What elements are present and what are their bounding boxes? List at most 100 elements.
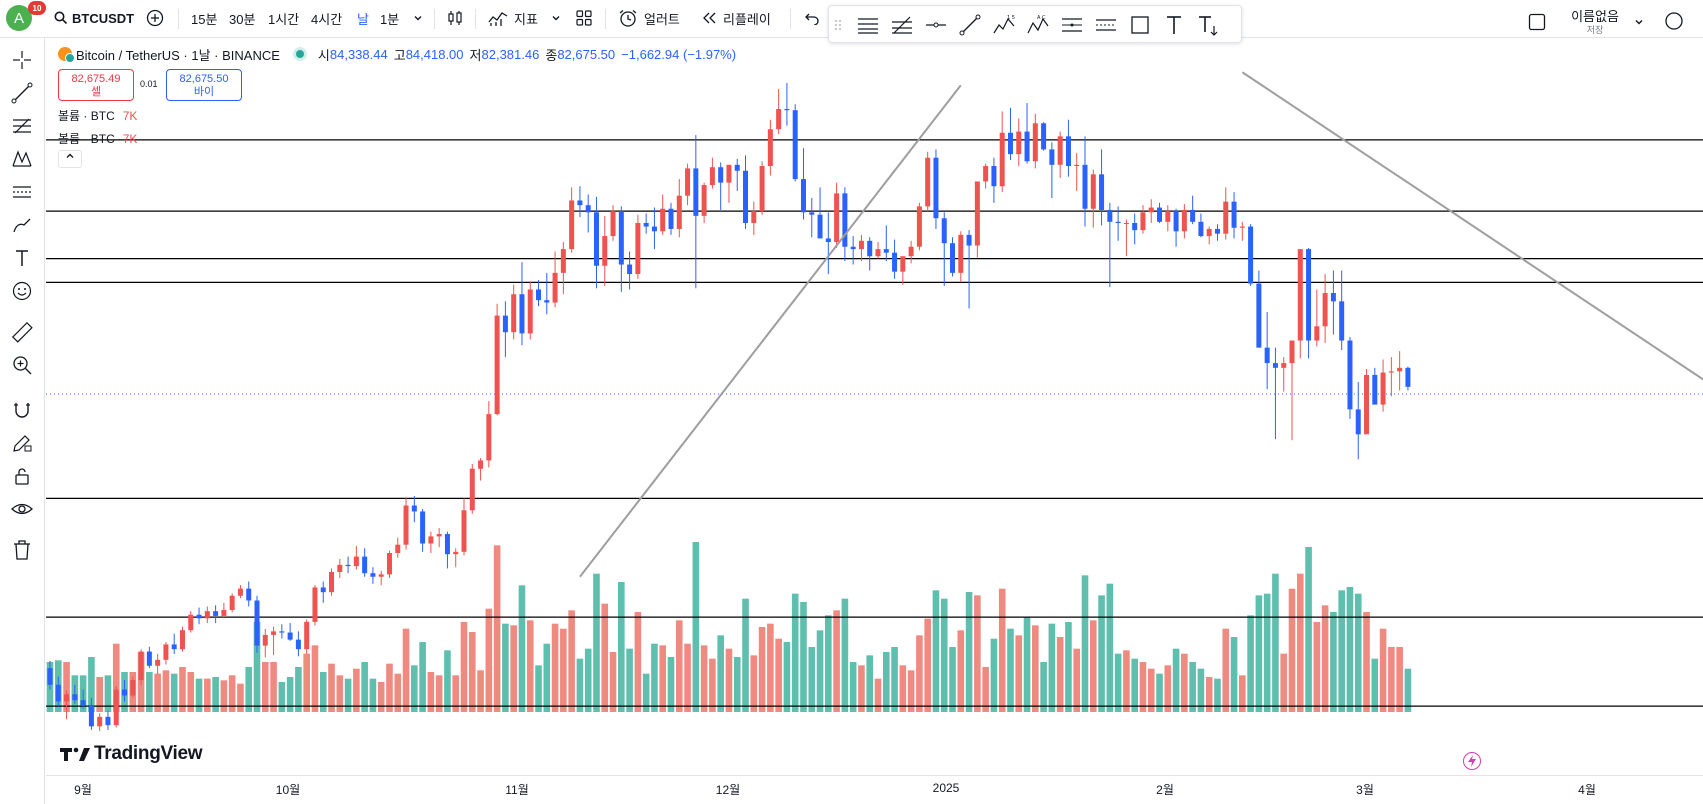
draw-abcd-pattern[interactable]: A C bbox=[1027, 14, 1049, 36]
candle-body bbox=[163, 644, 169, 660]
trendline-tool[interactable] bbox=[10, 81, 34, 105]
interval-15m[interactable]: 15분 bbox=[191, 11, 218, 27]
candle bbox=[1372, 367, 1378, 405]
volume-bar bbox=[808, 647, 816, 712]
pattern-tool[interactable] bbox=[10, 147, 34, 171]
candle bbox=[436, 528, 442, 548]
candle-body bbox=[204, 611, 210, 619]
interval-1d[interactable]: 날 bbox=[357, 11, 369, 27]
draw-price-range[interactable] bbox=[1061, 14, 1083, 36]
remove-drawings-tool[interactable] bbox=[10, 538, 34, 562]
candle-body bbox=[1297, 249, 1303, 341]
quick-search-button[interactable] bbox=[1663, 9, 1685, 33]
low-label: 저 bbox=[469, 47, 482, 63]
stay-in-drawing-tool[interactable] bbox=[10, 431, 34, 455]
volume-bar bbox=[1089, 620, 1097, 712]
brush-tool[interactable] bbox=[10, 213, 34, 237]
magnet-tool[interactable] bbox=[10, 398, 34, 422]
buy-label: 바이 bbox=[193, 86, 215, 98]
volume-legend-row[interactable]: 볼륨 · BTC 7K bbox=[58, 130, 137, 147]
forecast-tool[interactable] bbox=[10, 180, 34, 204]
hide-drawings-tool[interactable] bbox=[10, 497, 34, 521]
candle bbox=[312, 585, 318, 626]
emoji-tool[interactable] bbox=[10, 279, 34, 303]
volume-bar bbox=[576, 658, 584, 712]
sell-button[interactable]: 82,675.49 셀 bbox=[58, 69, 134, 101]
candle-body bbox=[577, 200, 583, 206]
smiley-icon bbox=[12, 281, 32, 301]
candle-body bbox=[875, 249, 881, 257]
draw-text[interactable] bbox=[1163, 14, 1185, 36]
draw-rectangle[interactable] bbox=[1129, 14, 1151, 36]
candle bbox=[842, 187, 848, 261]
volume-legend-row[interactable]: 볼륨 · BTC 7K bbox=[58, 107, 137, 124]
replay-button[interactable]: 리플레이 bbox=[702, 6, 771, 30]
crosshair-tool[interactable] bbox=[10, 48, 34, 72]
candle-body bbox=[1157, 207, 1163, 222]
candle bbox=[1405, 366, 1411, 391]
draw-anchored-text[interactable] bbox=[1197, 14, 1219, 36]
time-axis[interactable]: 9월 10월 11월 12월 2025 2월 3월 4월 bbox=[46, 775, 1703, 804]
interval-1m[interactable]: 1분 bbox=[380, 11, 400, 27]
candle bbox=[428, 531, 434, 554]
undo-button[interactable] bbox=[803, 6, 819, 30]
candle bbox=[759, 161, 765, 215]
candle bbox=[1314, 289, 1320, 347]
layout-dropdown[interactable] bbox=[1634, 10, 1644, 34]
zoom-tool[interactable] bbox=[10, 353, 34, 377]
volume-bar bbox=[1313, 622, 1321, 712]
draw-trend-line[interactable] bbox=[959, 14, 981, 36]
alert-button[interactable]: 얼러트 bbox=[618, 6, 680, 30]
draw-fib-lines[interactable] bbox=[891, 14, 913, 36]
candle-body bbox=[188, 614, 194, 631]
candle bbox=[138, 649, 144, 685]
candle-body bbox=[130, 680, 136, 696]
chart-pane[interactable] bbox=[46, 39, 1703, 804]
alert-label: 얼러트 bbox=[644, 11, 680, 27]
candle bbox=[1206, 226, 1212, 245]
draw-forecast[interactable] bbox=[1095, 14, 1117, 36]
bolt-icon[interactable] bbox=[1463, 752, 1481, 770]
draw-horizontal-ray[interactable] bbox=[925, 14, 947, 36]
buy-button[interactable]: 82,675.50 바이 bbox=[166, 69, 242, 101]
drag-handle[interactable] bbox=[833, 14, 843, 36]
candle bbox=[55, 676, 61, 707]
fullscreen-checkbox[interactable] bbox=[1528, 10, 1546, 34]
layout-name-button[interactable]: 이름없음 저장 bbox=[1566, 6, 1624, 36]
fib-tool[interactable] bbox=[10, 114, 34, 138]
candle bbox=[287, 623, 293, 641]
volume-bar bbox=[377, 682, 385, 712]
compare-button[interactable] bbox=[146, 6, 164, 30]
layouts-button[interactable] bbox=[576, 6, 592, 30]
indicators-button[interactable]: 지표 bbox=[488, 6, 538, 30]
draw-parallel-channel[interactable] bbox=[857, 14, 879, 36]
divider bbox=[605, 9, 606, 29]
indicators-dropdown[interactable] bbox=[551, 6, 561, 30]
tradingview-logo[interactable]: TradingView bbox=[60, 742, 203, 766]
chart-type-button[interactable] bbox=[446, 6, 464, 30]
user-avatar[interactable]: A bbox=[6, 5, 32, 31]
grid-icon bbox=[576, 10, 592, 26]
lock-drawings-tool[interactable] bbox=[10, 464, 34, 488]
volume-bar bbox=[783, 642, 791, 712]
symbol-title[interactable]: Bitcoin / TetherUS · 1날 · BINANCE bbox=[76, 47, 280, 63]
candle bbox=[403, 497, 409, 550]
volume-bar bbox=[253, 622, 261, 712]
interval-dropdown[interactable] bbox=[413, 6, 423, 30]
draw-elliott-wave[interactable]: 1 5 bbox=[993, 14, 1015, 36]
text-tool[interactable] bbox=[10, 246, 34, 270]
interval-4h[interactable]: 4시간 bbox=[311, 11, 343, 27]
candle-body bbox=[312, 587, 318, 622]
interval-1h[interactable]: 1시간 bbox=[268, 11, 300, 27]
price-chart[interactable] bbox=[46, 39, 1703, 775]
candle bbox=[966, 230, 972, 309]
volume-bar bbox=[758, 627, 766, 712]
layout-name: 이름없음 bbox=[1571, 9, 1619, 24]
measure-tool[interactable] bbox=[10, 320, 34, 344]
volume-bar bbox=[493, 545, 501, 712]
candle-body bbox=[966, 234, 972, 246]
interval-30m[interactable]: 30분 bbox=[229, 11, 256, 27]
symbol-search-button[interactable]: BTCUSDT bbox=[54, 6, 134, 30]
collapse-legend-button[interactable] bbox=[58, 150, 82, 168]
candle-body bbox=[1057, 136, 1063, 165]
